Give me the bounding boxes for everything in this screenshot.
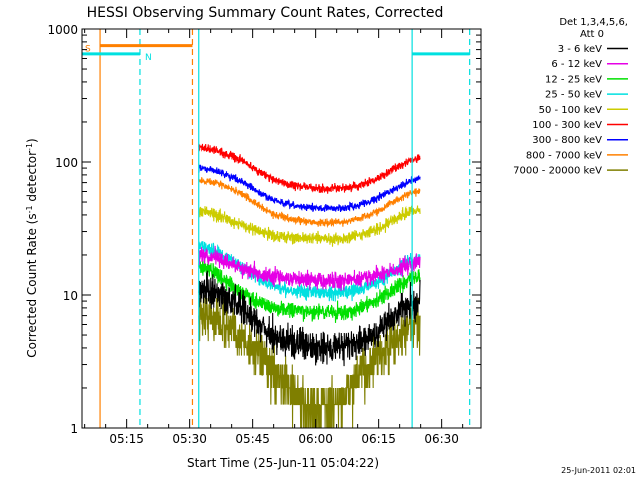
- series-trace: [198, 205, 421, 247]
- x-tick-label: 06:15: [361, 432, 396, 446]
- x-tick-label: 05:15: [109, 432, 144, 446]
- y-axis-label-part: -1: [25, 205, 34, 213]
- legend-entry-label: 3 - 6 keV: [558, 44, 602, 55]
- legend-entry-label: 800 - 7000 keV: [526, 150, 602, 161]
- y-tick-label: 100: [55, 156, 78, 170]
- y-tick-label: 10: [63, 289, 78, 303]
- legend-entry-label: 300 - 800 keV: [532, 135, 602, 146]
- x-tick-label: 05:30: [172, 432, 207, 446]
- x-tick-label: 06:30: [424, 432, 459, 446]
- y-axis-label-part: ): [25, 138, 39, 143]
- y-tick-label: 1000: [47, 23, 78, 37]
- plot-frame: [81, 28, 482, 429]
- series-trace: [198, 164, 421, 212]
- chart-title: HESSI Observing Summary Count Rates, Cor…: [87, 5, 444, 21]
- series-layer: [198, 143, 421, 428]
- y-tick-label: 1: [70, 422, 78, 436]
- state-bar-label: S: [85, 45, 91, 55]
- series-trace: [198, 270, 421, 367]
- axes-layer: 05:15 05:30 05:45 06:00 06:15 06:30 1 10 100 1000: [47, 23, 482, 446]
- x-axis-label: Start Time (25-Jun-11 05:04:22): [187, 456, 379, 470]
- x-tick-label: 05:45: [235, 432, 270, 446]
- state-bar-label: N: [145, 53, 152, 63]
- legend: Det 1,3,4,5,6,Att 0 3 - 6 keV 6 - 12 keV 12…: [513, 17, 628, 177]
- y-axis-label: Corrected Count Rate (s-1 detector-1): [25, 138, 40, 357]
- series-trace: [198, 143, 421, 194]
- legend-entry-label: 7000 - 20000 keV: [513, 166, 602, 177]
- legend-entry-label: 25 - 50 keV: [545, 90, 602, 101]
- footer-date: 25-Jun-2011 02:01: [561, 466, 636, 475]
- legend-header: Att 0: [580, 29, 604, 40]
- x-tick-label: 06:00: [298, 432, 333, 446]
- y-axis-label-part: -1: [25, 143, 34, 151]
- marker-layer: SN: [82, 29, 471, 428]
- legend-entry-label: 100 - 300 keV: [532, 120, 602, 131]
- legend-header: Det 1,3,4,5,6,: [559, 17, 628, 28]
- legend-entry-label: 6 - 12 keV: [551, 59, 602, 70]
- legend-entry-label: 12 - 25 keV: [545, 74, 602, 85]
- series-trace: [198, 294, 421, 428]
- y-axis-label-part: Corrected Count Rate (s: [25, 213, 39, 357]
- series-trace: [198, 245, 421, 292]
- series-trace: [198, 177, 421, 229]
- legend-entry-label: 50 - 100 keV: [539, 105, 603, 116]
- y-axis-label-part: detector: [25, 151, 39, 206]
